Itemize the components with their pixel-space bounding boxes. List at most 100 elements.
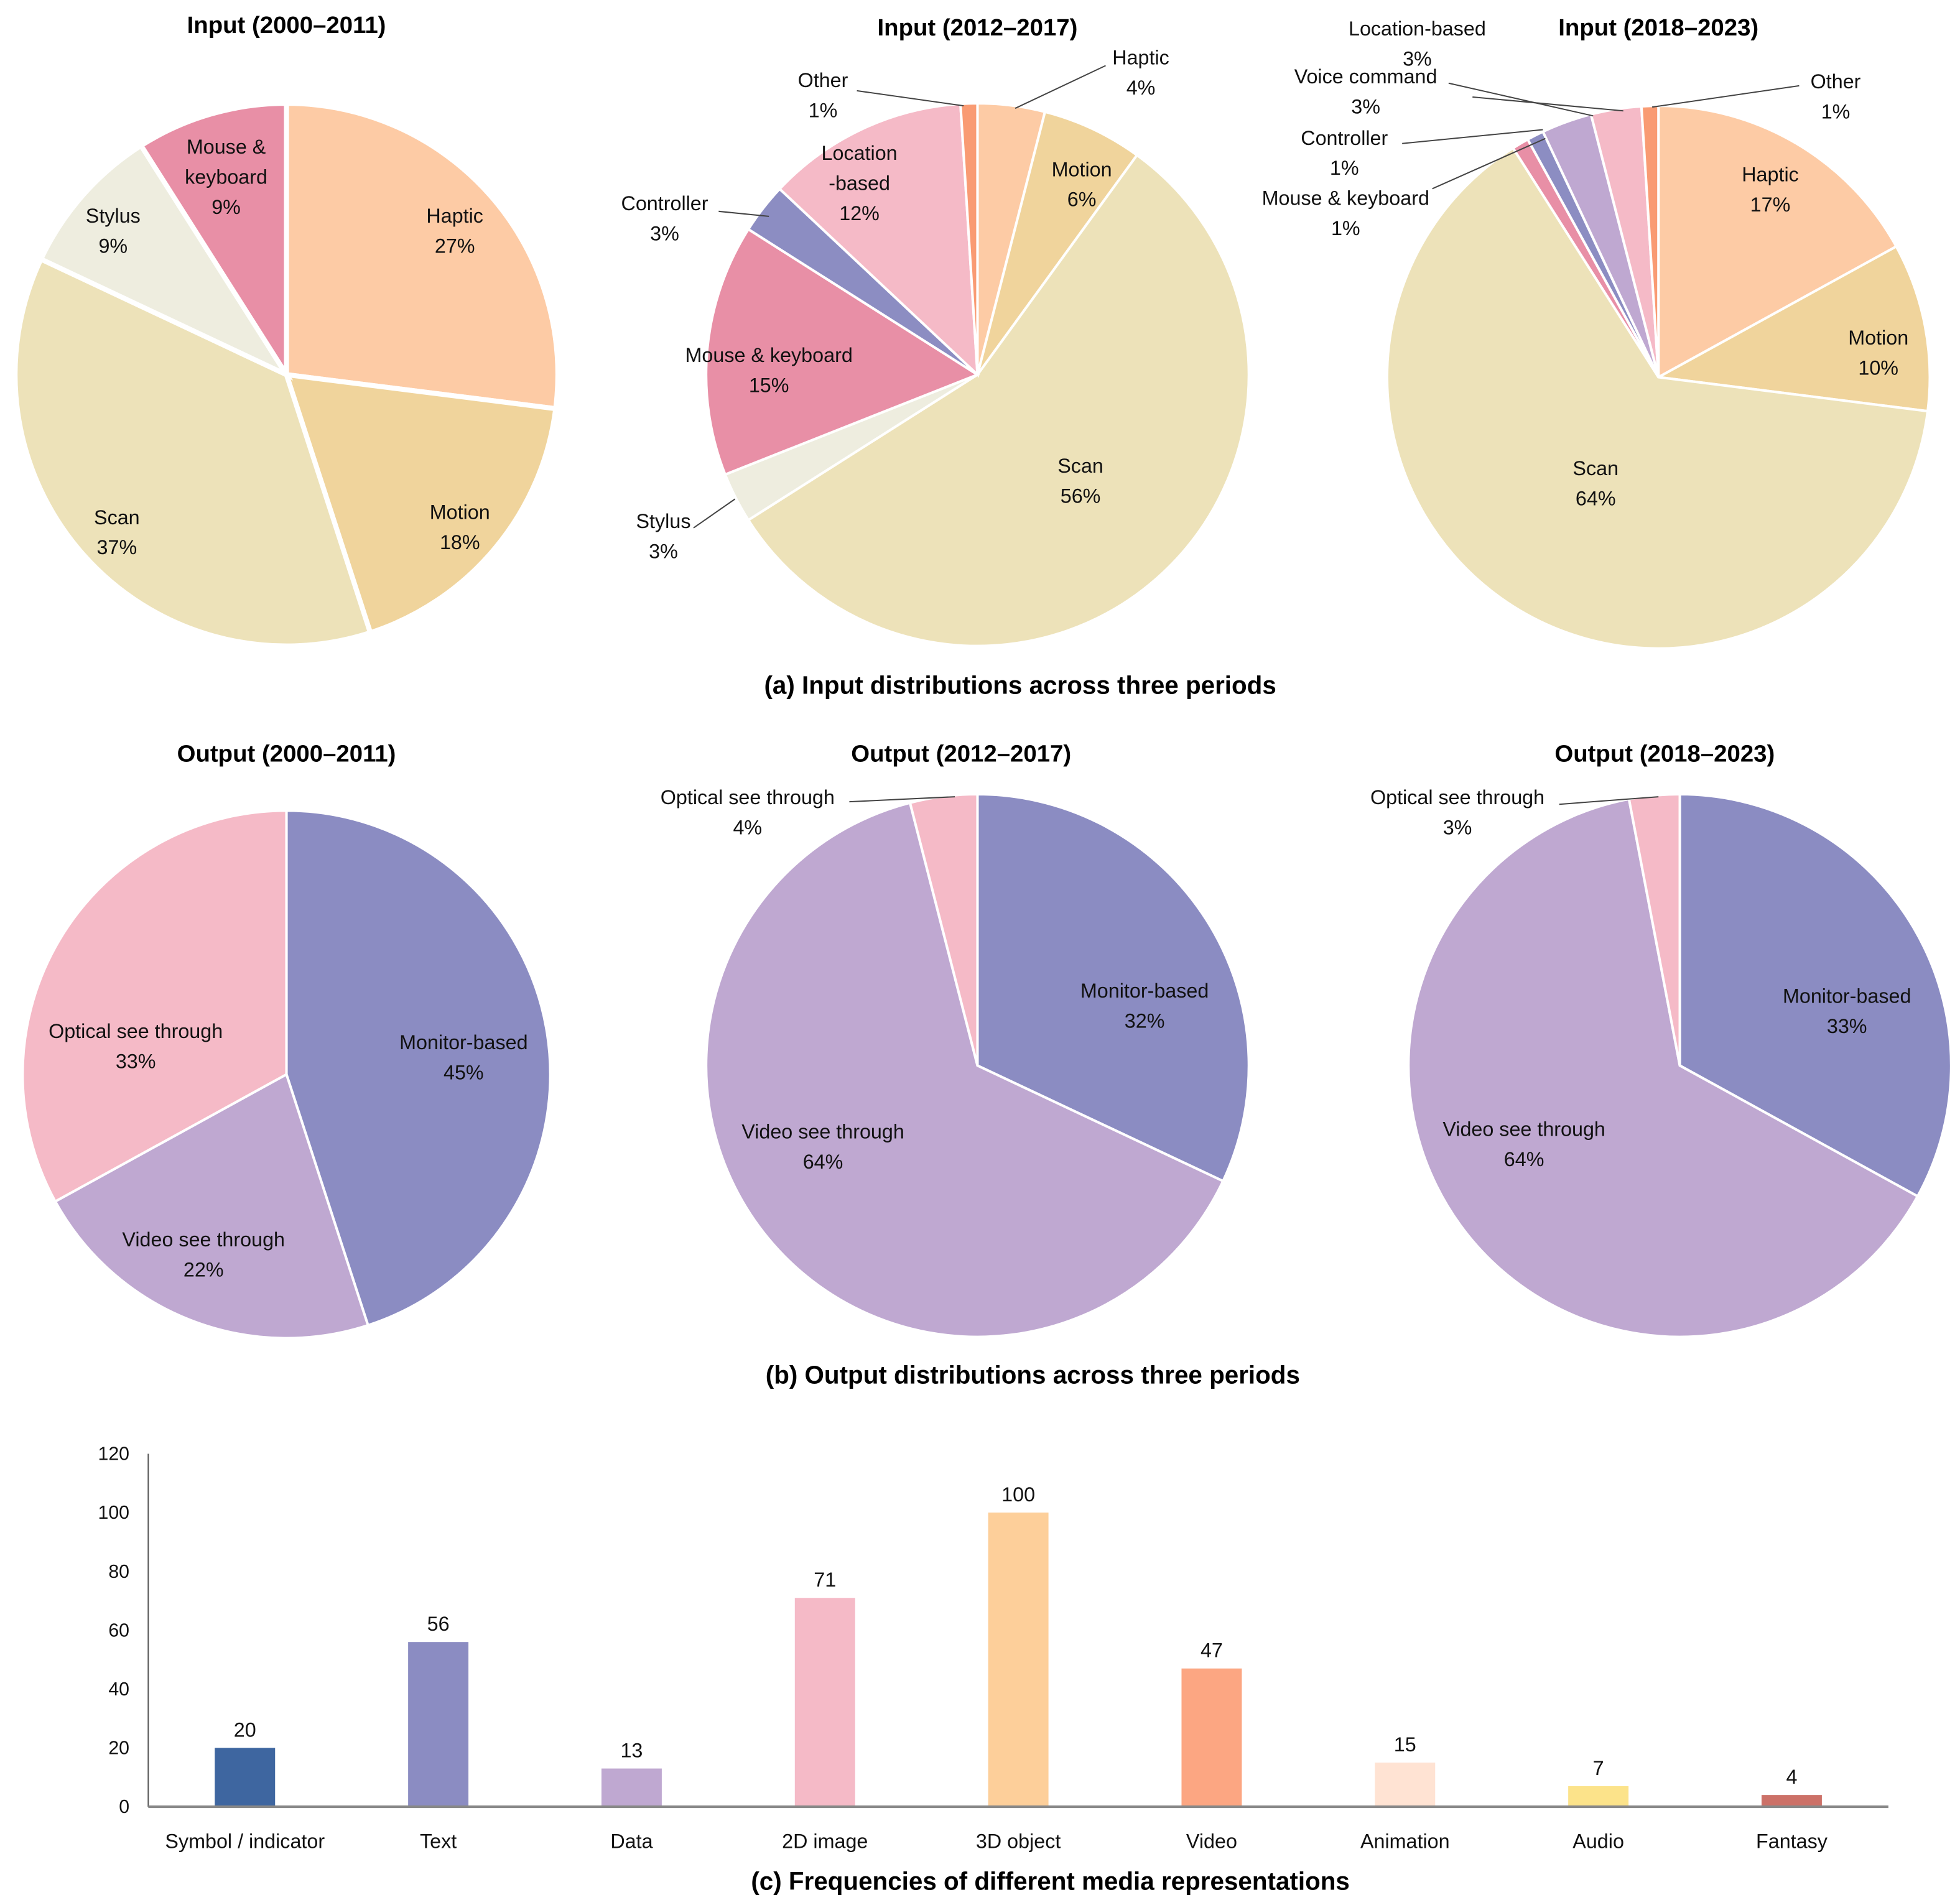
pie-slice-video-see-through <box>705 801 1225 1338</box>
leader-line <box>1402 129 1543 144</box>
pie-slice-optical-see-through <box>908 793 979 1066</box>
caption-c: (c) Frequencies of different media repre… <box>751 1866 1350 1895</box>
slice-label-controller: Controller 3% <box>621 192 708 244</box>
data-label: 47 <box>1201 1639 1223 1662</box>
pie-title: Output (2000–2011) <box>177 741 396 767</box>
slice-value: 3% <box>650 222 679 244</box>
x-tick-label: Fantasy <box>1756 1830 1828 1853</box>
slice-label-text: Monitor-based <box>1080 980 1209 1002</box>
slice-label-mouse-keyboard: Mouse & keyboard 15% <box>685 344 853 396</box>
slice-label-haptic: Haptic 17% <box>1742 163 1799 215</box>
pie-slice-mouse-keyboard <box>705 227 980 476</box>
pie-slice-scan <box>1385 146 1930 650</box>
slice-value: 27% <box>435 234 475 257</box>
bar-video <box>1181 1668 1242 1807</box>
slice-label-video-see-through: Video see through 64% <box>1442 1118 1605 1170</box>
pie-slice-motion <box>1654 244 1931 413</box>
slice-label-text: Motion <box>430 501 490 524</box>
slice-label-text: Mouse & keyboard <box>685 344 853 366</box>
pie-title: Output (2012–2017) <box>851 741 1071 767</box>
slice-label-text: Location <box>822 142 898 164</box>
pie-chart-output-2012-2017: Output (2012–2017) Monitor-based 32% Video … <box>661 741 1250 1338</box>
slice-value: 3% <box>1403 48 1432 70</box>
slice-label-monitor-based: Monitor-based 32% <box>1080 980 1209 1032</box>
leader-line <box>693 498 736 529</box>
slice-value: 1% <box>1331 217 1360 239</box>
slice-value: 1% <box>809 99 838 121</box>
x-tick-label: Symbol / indicator <box>165 1830 325 1853</box>
pie-title: Input (2012–2017) <box>877 14 1077 41</box>
slice-value: 1% <box>1330 157 1359 179</box>
slice-value: 33% <box>1827 1015 1867 1037</box>
y-tick-label: 40 <box>108 1679 129 1700</box>
bar-animation <box>1375 1763 1436 1807</box>
slice-label-location-based: Location -based 12% <box>822 142 898 225</box>
pie-chart-input-2018-2023: Input (2018–2023) Haptic 17% Motion 10% Scan 6… <box>1262 14 1931 650</box>
pie-chart-input-2012-2017: Input (2012–2017) Haptic 4% Motion 6% Scan 56%… <box>621 14 1250 647</box>
data-label: 7 <box>1593 1757 1604 1779</box>
leader-line <box>849 796 955 803</box>
pie-title: Output (2018–2023) <box>1554 741 1775 767</box>
pie-slice-stylus <box>37 142 294 381</box>
pie-slice-optical-see-through <box>21 809 288 1203</box>
slice-label-text: Scan <box>1057 455 1103 477</box>
slice-label-text: Video see through <box>741 1120 904 1142</box>
slice-value: 18% <box>440 531 480 554</box>
bar-text <box>408 1642 469 1807</box>
slice-label-text: Mouse & <box>187 136 266 158</box>
slice-label-text: Monitor-based <box>1783 985 1911 1007</box>
y-tick-label: 60 <box>108 1620 129 1641</box>
pie-slice-mouse-keyboard <box>137 101 289 384</box>
slice-label-mouse-keyboard: Mouse & keyboard 1% <box>1262 187 1429 239</box>
slice-label-text: Voice command <box>1294 65 1437 88</box>
pie-slice-motion <box>976 110 1139 376</box>
slice-value: 3% <box>1443 817 1472 839</box>
x-tick-label: Data <box>610 1830 653 1853</box>
leader-line <box>1432 137 1546 190</box>
slice-label-text: Controller <box>1301 127 1388 149</box>
slice-label-text: Location-based <box>1349 17 1486 40</box>
x-tick-label: Animation <box>1360 1830 1450 1853</box>
y-tick-label: 20 <box>108 1738 129 1759</box>
bar-chart: 0 20 40 60 80 100 120 20 Symbol / indicator 56 Tex… <box>98 1444 1888 1853</box>
slice-value: 4% <box>1126 76 1156 99</box>
slice-label-scan: Scan 64% <box>1572 457 1619 509</box>
slice-label-stylus: Stylus 3% <box>636 510 691 562</box>
pie-chart-input-2000-2011: Input (2000–2011) Haptic 27% Motion 18% Scan 3… <box>12 12 560 649</box>
slice-value: 17% <box>1750 193 1791 216</box>
pie-title: Input (2000–2011) <box>187 12 386 39</box>
slice-value: 64% <box>1576 487 1616 509</box>
slice-label-text: Scan <box>1572 457 1619 480</box>
pie-slice-monitor-based <box>976 793 1250 1183</box>
slice-value: 32% <box>1125 1010 1165 1032</box>
slice-label-text: Optical see through <box>1370 786 1544 809</box>
slice-label-other: Other 1% <box>798 69 848 121</box>
leader-line <box>1651 85 1800 108</box>
slice-label-motion: Motion 10% <box>1848 327 1908 379</box>
x-tick-label: Text <box>420 1830 457 1853</box>
caption-a: (a) Input distributions across three per… <box>764 670 1276 699</box>
x-tick-label: 2D image <box>782 1830 868 1853</box>
slice-value: 37% <box>97 536 137 558</box>
slice-label-text: Monitor-based <box>399 1031 527 1054</box>
slice-label-text: Other <box>798 69 848 91</box>
slice-label-video-see-through: Video see through 22% <box>122 1228 285 1281</box>
slice-label-optical-see-through: Optical see through 3% <box>1370 786 1544 838</box>
slice-value: 3% <box>1351 95 1380 118</box>
slice-label-text: Video see through <box>1442 1118 1605 1140</box>
pie-chart-output-2000-2011: Output (2000–2011) Monitor-based 45% Video … <box>21 741 552 1340</box>
leader-line <box>718 210 769 217</box>
slice-value: 33% <box>116 1050 156 1072</box>
caption-b: (b) Output distributions across three pe… <box>766 1360 1300 1389</box>
pie-slice-other <box>959 102 979 375</box>
slice-label-monitor-based: Monitor-based 33% <box>1783 985 1911 1037</box>
x-tick-label: 3D object <box>976 1830 1061 1853</box>
y-tick-label: 100 <box>98 1503 130 1523</box>
bar-symbol-indicator <box>215 1748 276 1807</box>
slice-value: 10% <box>1858 356 1898 379</box>
slice-value: 15% <box>749 374 789 397</box>
data-label: 71 <box>814 1569 836 1591</box>
pie-charts: Input (2000–2011) Haptic 27% Motion 18% Scan 3… <box>12 12 1953 1340</box>
slice-label-stylus: Stylus 9% <box>86 205 141 257</box>
